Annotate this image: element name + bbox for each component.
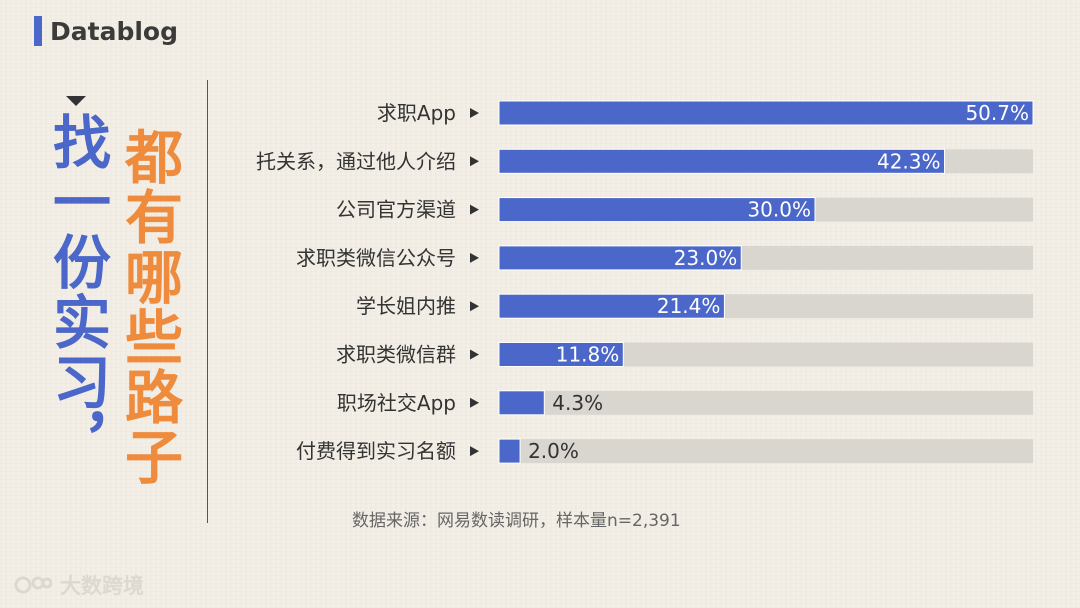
brand-accent-bar [34,16,42,46]
divider [207,80,208,523]
value-label: 21.4% [657,294,721,318]
bar [498,100,1034,126]
category-label: 求职类微信群 [336,343,456,367]
title-triangle-icon [66,96,86,106]
bar-track [499,439,1033,464]
bar [498,245,742,271]
logo-icon [14,576,52,594]
category-label: 职场社交App [337,391,456,415]
bar [498,342,624,367]
value-label: 23.0% [674,246,738,270]
brand: Datablog [34,16,178,46]
bar [498,390,545,416]
title-line-1: 找一份实习， [43,112,111,472]
category-label: 求职类微信公众号 [296,246,456,270]
footer-logo: 大数跨境 [14,570,144,600]
bar-chart: 求职App 50.7% 托关系，通过他人介绍 42.3% 公司官方渠道 30.0% 求职类微… [256,100,1034,464]
bar-track [499,390,1033,415]
value-label: 50.7% [965,101,1029,125]
value-label: 11.8% [556,343,620,367]
brand-name: Datablog [50,16,178,46]
arrow-marker-icon [470,301,479,312]
category-label: 求职App [377,101,456,125]
bar [498,148,946,174]
value-label: 42.3% [877,149,941,173]
bar [498,293,725,319]
arrow-marker-icon [470,204,479,215]
category-label: 付费得到实习名额 [296,439,456,463]
value-label: 2.0% [528,439,579,463]
source-note: 数据来源：网易数读调研，样本量n=2,391 [352,511,681,531]
value-label: 4.3% [552,391,603,415]
bar [498,197,816,223]
arrow-marker-icon [470,397,479,408]
arrow-marker-icon [470,349,479,360]
category-label: 公司官方渠道 [336,198,456,222]
category-label: 学长姐内推 [356,294,456,318]
arrow-marker-icon [470,252,479,263]
category-label: 托关系，通过他人介绍 [256,149,456,173]
title-line-2: 都有哪些路子 [115,127,183,487]
bar [498,438,521,464]
arrow-marker-icon [470,446,479,457]
value-label: 30.0% [747,198,811,222]
footer-brand: 大数跨境 [60,574,144,598]
arrow-marker-icon [470,156,479,167]
arrow-marker-icon [470,108,479,118]
